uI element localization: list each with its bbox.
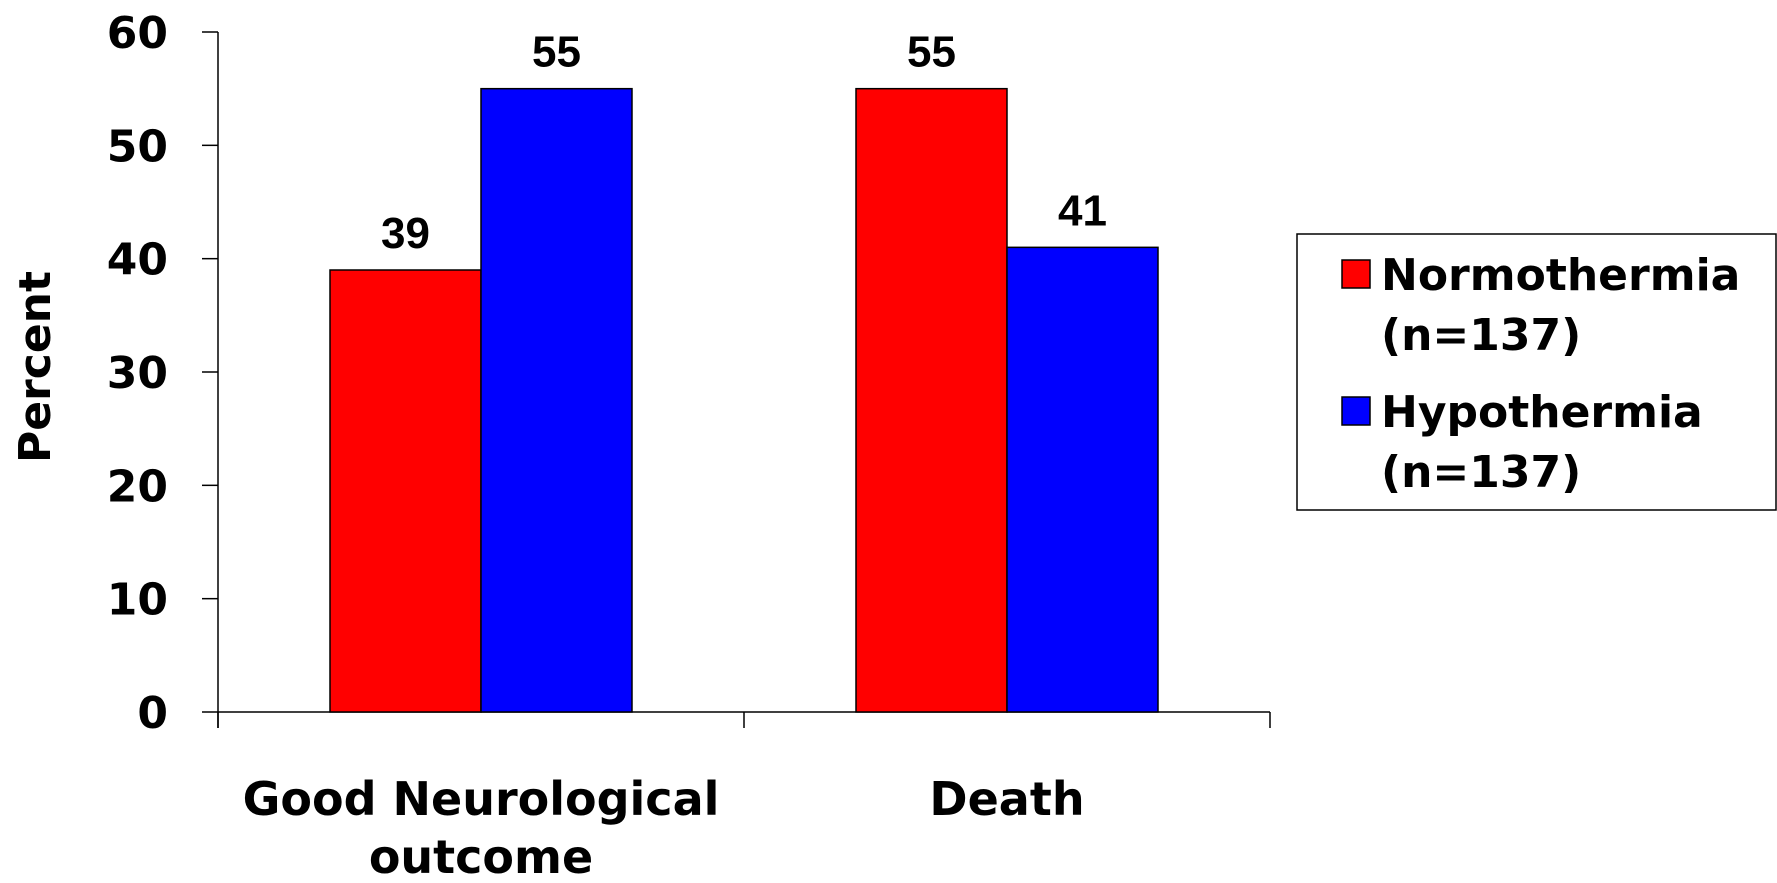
legend-box xyxy=(1296,233,1777,511)
data-label: 41 xyxy=(1058,186,1107,235)
y-tick-label: 40 xyxy=(107,235,168,286)
data-label: 39 xyxy=(381,209,430,258)
legend-label: Hypothermia xyxy=(1381,387,1703,438)
y-tick-label: 20 xyxy=(107,461,168,512)
data-label: 55 xyxy=(532,28,581,77)
legend: Normothermia (n=137) Hypothermia (n=137) xyxy=(1296,233,1777,511)
legend-label: (n=137) xyxy=(1381,310,1581,361)
data-label: 55 xyxy=(907,28,956,77)
y-tick-label: 60 xyxy=(107,8,168,59)
bars xyxy=(329,87,1159,713)
x-category-label: outcome xyxy=(369,830,593,883)
bar xyxy=(855,87,1008,713)
legend-label: (n=137) xyxy=(1381,447,1581,498)
x-category-label: Death xyxy=(929,772,1084,826)
bar xyxy=(1006,246,1159,713)
y-tick-label: 50 xyxy=(107,121,168,172)
y-tick-label: 30 xyxy=(107,348,168,399)
bar xyxy=(480,87,633,713)
y-axis-title: Percent xyxy=(10,271,61,463)
labels: 0 10 20 30 40 50 60 39 55 Good Neurologicaloutcom… xyxy=(107,8,1107,883)
bar xyxy=(329,269,482,713)
legend-label: Normothermia xyxy=(1381,250,1740,301)
legend-swatch xyxy=(1341,259,1371,289)
legend-swatch xyxy=(1341,396,1371,426)
x-category-label: Good Neurological xyxy=(243,772,720,826)
y-tick-label: 0 xyxy=(137,688,168,739)
y-tick-label: 10 xyxy=(107,575,168,626)
